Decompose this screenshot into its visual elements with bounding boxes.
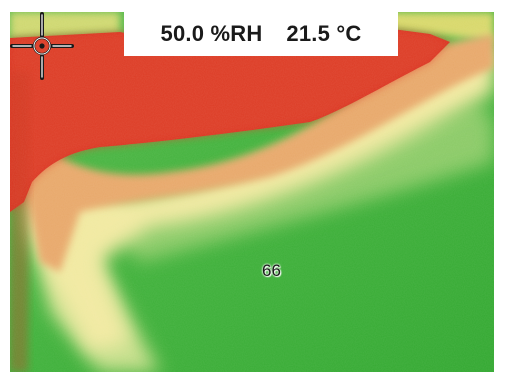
thermal-heatmap [10,12,494,372]
temperature-readout: 21.5 °C [286,21,362,46]
thermal-image: 66 50.0 %RH 21.5 °C [10,12,494,372]
humidity-readout: 50.0 %RH [160,21,263,46]
spot-reading: 66 [262,261,281,280]
readout-bar: 50.0 %RH 21.5 °C [124,12,398,56]
crosshair-icon[interactable] [10,12,74,82]
